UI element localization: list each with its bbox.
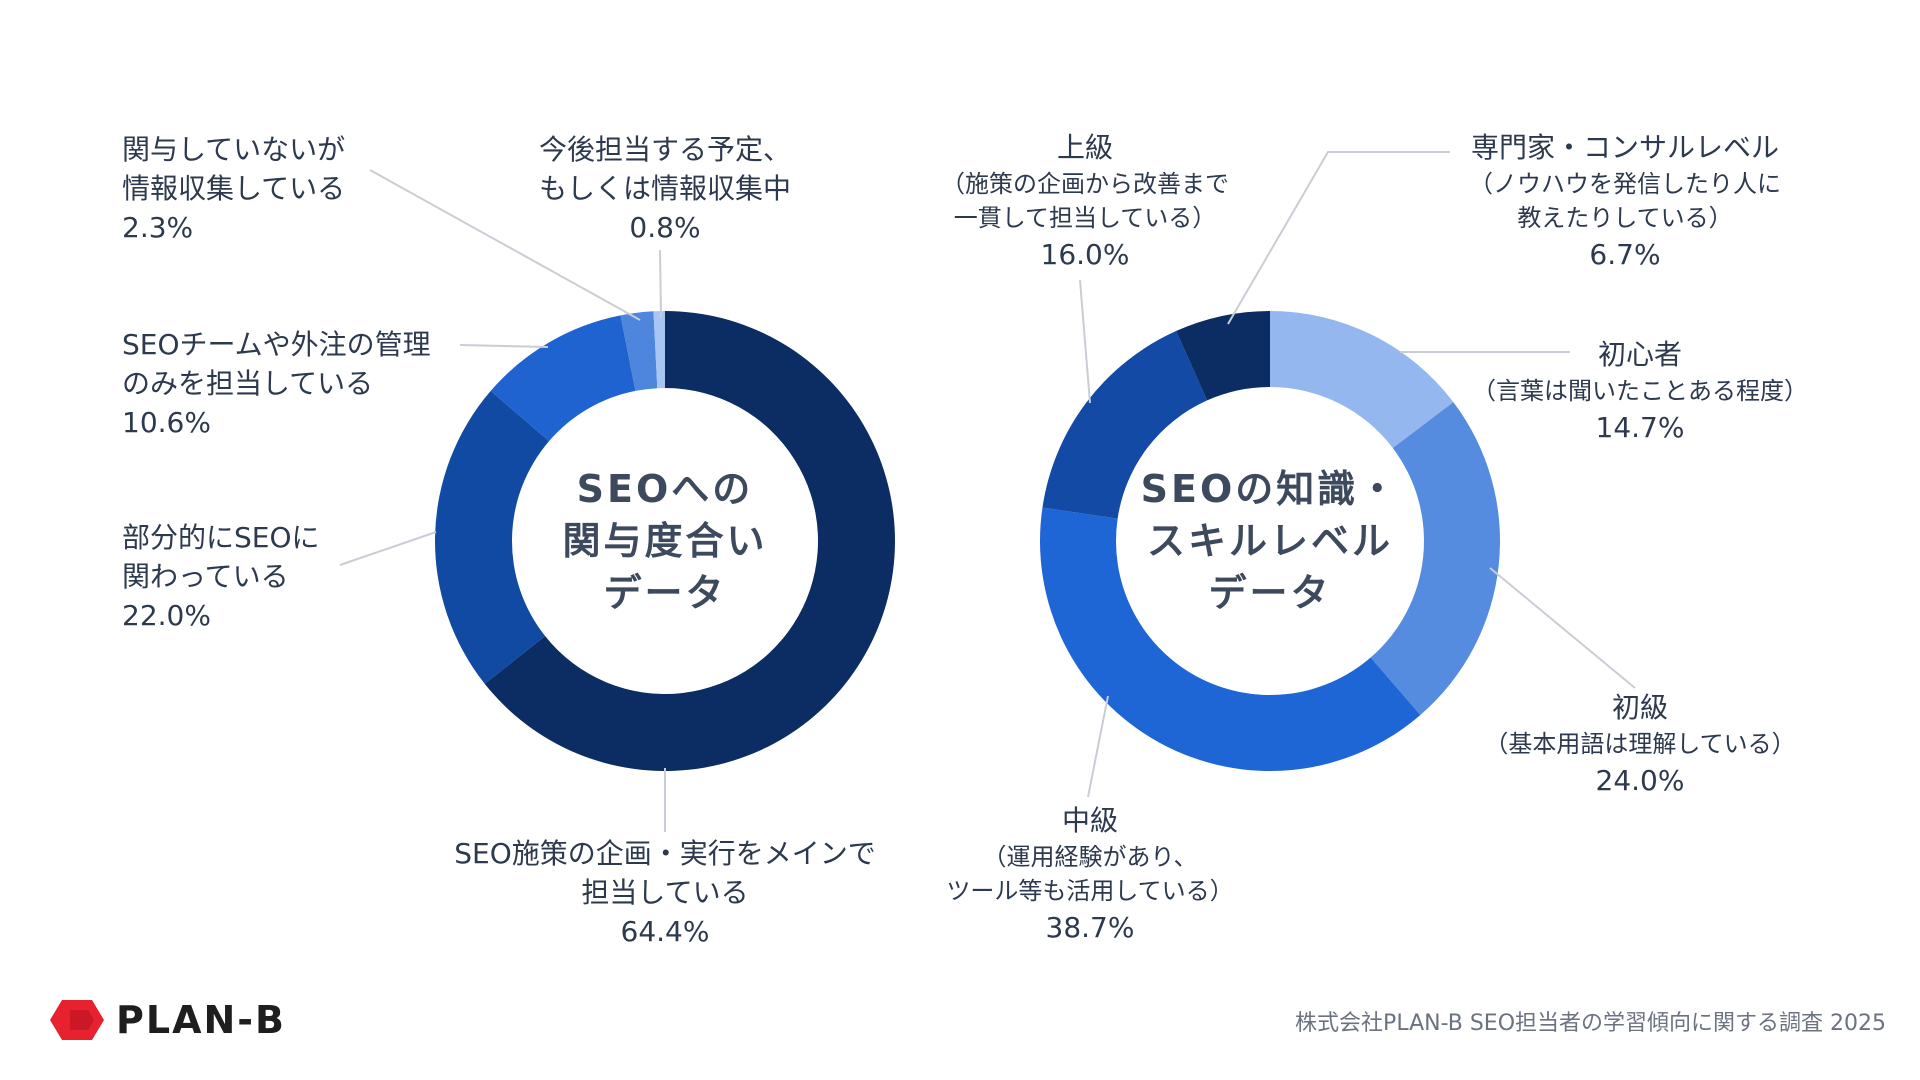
leader-line — [1489, 567, 1636, 689]
slice-label-subtext: 一貫して担当している） — [954, 204, 1217, 232]
slice-label: 初級 （基本用語は理解している） 24.0% — [1484, 691, 1795, 797]
slice-value-label: 38.7% — [1046, 911, 1135, 944]
leader-line — [1227, 151, 1450, 325]
donut-slice — [1042, 331, 1208, 519]
donut-slice — [620, 311, 658, 391]
slice-label-text: もしくは情報収集中 — [539, 172, 791, 205]
slice-label-text: 情報収集している — [122, 172, 345, 205]
slice-label-subtext: （施策の企画から改善まで — [941, 170, 1229, 198]
donut-slice — [1176, 311, 1270, 401]
center-label-line: 関与度合い — [562, 519, 767, 563]
slice-label: 今後担当する予定、もしくは情報収集中 0.8% — [539, 133, 791, 244]
slice-label-text: 部分的にSEOに — [122, 521, 320, 554]
center-label-line: データ — [603, 571, 726, 615]
slice-label-subtext: （言葉は聞いたことある程度） — [1472, 377, 1808, 405]
slice-label-text: 関わっている — [122, 560, 289, 593]
slice-value-label: 0.8% — [629, 211, 700, 244]
company-logo: PLAN-B — [48, 996, 286, 1044]
slice-value-label: 14.7% — [1596, 411, 1685, 444]
slice-value-label: 2.3% — [122, 211, 193, 244]
donut-slice — [1270, 311, 1454, 449]
slice-label-text: 関与していないが — [122, 133, 345, 166]
slice-value-label: 16.0% — [1041, 238, 1130, 271]
donut-slice — [484, 311, 896, 772]
slice-label-text: SEOチームや外注の管理 — [122, 328, 431, 361]
logo-text: PLAN-B — [116, 998, 287, 1042]
slice-label-text: 初心者 — [1598, 338, 1682, 371]
leader-line — [1087, 695, 1109, 798]
donut-chart-2: 初心者 （言葉は聞いたことある程度） 14.7% 初級 （基本用語は理解している） 24.… — [941, 131, 1808, 944]
slice-label-subtext: 教えたりしている） — [1517, 204, 1732, 232]
slice-label-text: 初級 — [1612, 691, 1668, 724]
slice-label: 初心者 （言葉は聞いたことある程度） 14.7% — [1472, 338, 1808, 444]
donut-slice — [435, 390, 550, 684]
leader-line — [659, 249, 662, 319]
donut-slice — [1040, 507, 1421, 771]
slice-value-label: 6.7% — [1589, 238, 1660, 271]
center-label-line: SEOの知識・ — [1141, 467, 1400, 511]
slice-label-text: SEO施策の企画・実行をメインで — [454, 837, 876, 870]
slice-label-text: 中級 — [1062, 804, 1118, 837]
slice-label-text: 今後担当する予定、 — [539, 133, 791, 166]
donut-slice — [490, 315, 636, 442]
slice-label-text: 担当している — [581, 876, 748, 909]
slice-label: 中級 （運用経験があり、ツール等も活用している） 38.7% — [946, 804, 1233, 944]
slice-label-text: 専門家・コンサルレベル — [1471, 131, 1779, 164]
donut-slice — [653, 311, 665, 389]
leader-line — [369, 169, 641, 321]
slice-label-subtext: ツール等も活用している） — [946, 877, 1233, 905]
center-label-line: スキルレベル — [1147, 519, 1393, 563]
donut-slice — [1370, 402, 1500, 716]
center-label-line: SEOへの — [577, 467, 754, 511]
plan-b-logo-icon — [48, 998, 106, 1042]
slice-label-text: のみを担当している — [122, 367, 373, 400]
slice-label-subtext: （ノウハウを発信したり人に — [1469, 170, 1781, 198]
slice-label-text: 上級 — [1057, 131, 1113, 164]
slice-value-label: 10.6% — [122, 406, 211, 439]
slice-label-subtext: （運用経験があり、 — [982, 843, 1197, 871]
leader-line — [1079, 279, 1091, 404]
center-label-line: データ — [1208, 571, 1331, 615]
leader-line — [459, 344, 549, 348]
slice-label-subtext: （基本用語は理解している） — [1484, 730, 1795, 758]
leader-line — [339, 531, 437, 566]
source-note: 株式会社PLAN-B SEO担当者の学習傾向に関する調査 2025 — [1295, 1011, 1886, 1036]
slice-value-label: 64.4% — [621, 915, 710, 948]
slice-value-label: 24.0% — [1596, 764, 1685, 797]
slice-value-label: 22.0% — [122, 599, 211, 632]
